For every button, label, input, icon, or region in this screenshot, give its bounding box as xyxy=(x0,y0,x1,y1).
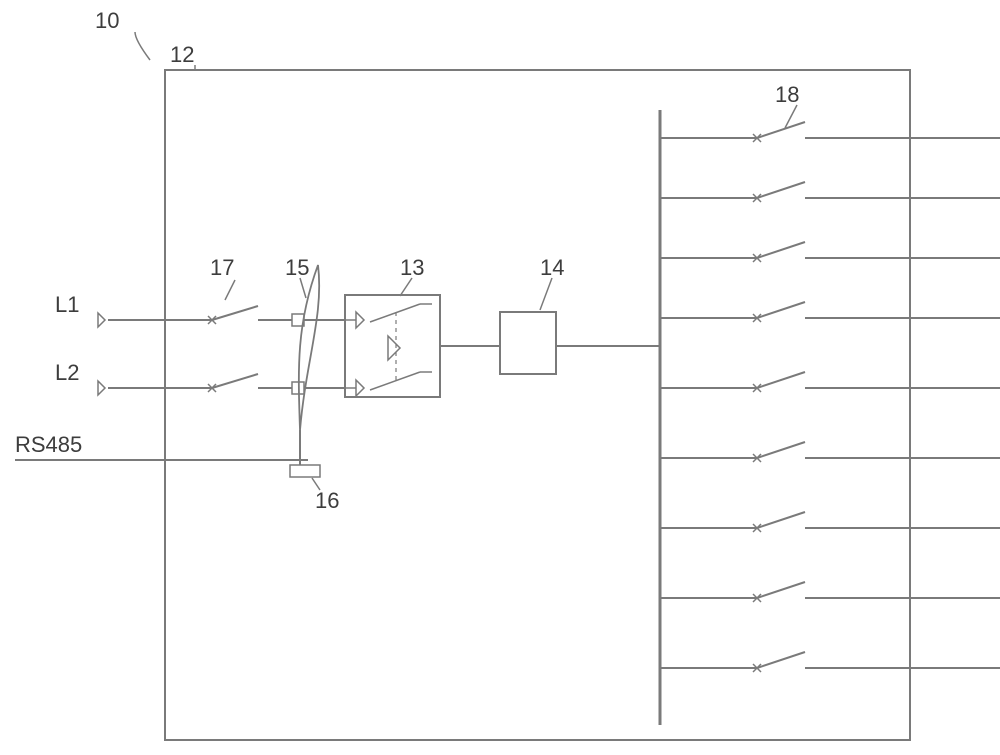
ref-label-14: 14 xyxy=(540,255,564,280)
branch-3-arm xyxy=(757,302,805,318)
ref-label-18: 18 xyxy=(775,82,799,107)
ref-label-15: 15 xyxy=(285,255,309,280)
enclosure-box xyxy=(165,70,910,740)
branch-5-arm xyxy=(757,442,805,458)
input-label-rs485: RS485 xyxy=(15,432,82,457)
knife-blade xyxy=(299,265,319,430)
ref-label-17: 17 xyxy=(210,255,234,280)
ref-leader-17 xyxy=(225,280,235,300)
input-label-l2: L2 xyxy=(55,360,79,385)
branch-7-arm xyxy=(757,582,805,598)
ref-leader-14 xyxy=(540,278,552,310)
knife-contact-bottom xyxy=(292,382,304,394)
branch-4-arm xyxy=(757,372,805,388)
block-14 xyxy=(500,312,556,374)
ref-label-13: 13 xyxy=(400,255,424,280)
ref-leader-10 xyxy=(135,32,150,60)
input-arrow-l2 xyxy=(98,381,105,395)
branch-6-arm xyxy=(757,512,805,528)
ref-label-16: 16 xyxy=(315,488,339,513)
ref-label-10: 10 xyxy=(95,8,119,33)
schematic-diagram: 10 12 L1 L2 RS485 17 15 16 13 14 18 xyxy=(0,0,1000,755)
ref-leader-13 xyxy=(400,278,412,296)
switch-17-bottom-arm xyxy=(212,374,258,388)
branch-8-arm xyxy=(757,652,805,668)
ref-leader-15 xyxy=(300,278,306,298)
knife-handle-knob xyxy=(290,465,320,477)
branch-1-arm xyxy=(757,182,805,198)
ref-label-12: 12 xyxy=(170,42,194,67)
input-label-l1: L1 xyxy=(55,292,79,317)
branch-2-arm xyxy=(757,242,805,258)
input-arrow-l1 xyxy=(98,313,105,327)
amp-icon xyxy=(388,336,400,360)
switch-17-top-arm xyxy=(212,306,258,320)
branch-0-arm xyxy=(757,122,805,138)
